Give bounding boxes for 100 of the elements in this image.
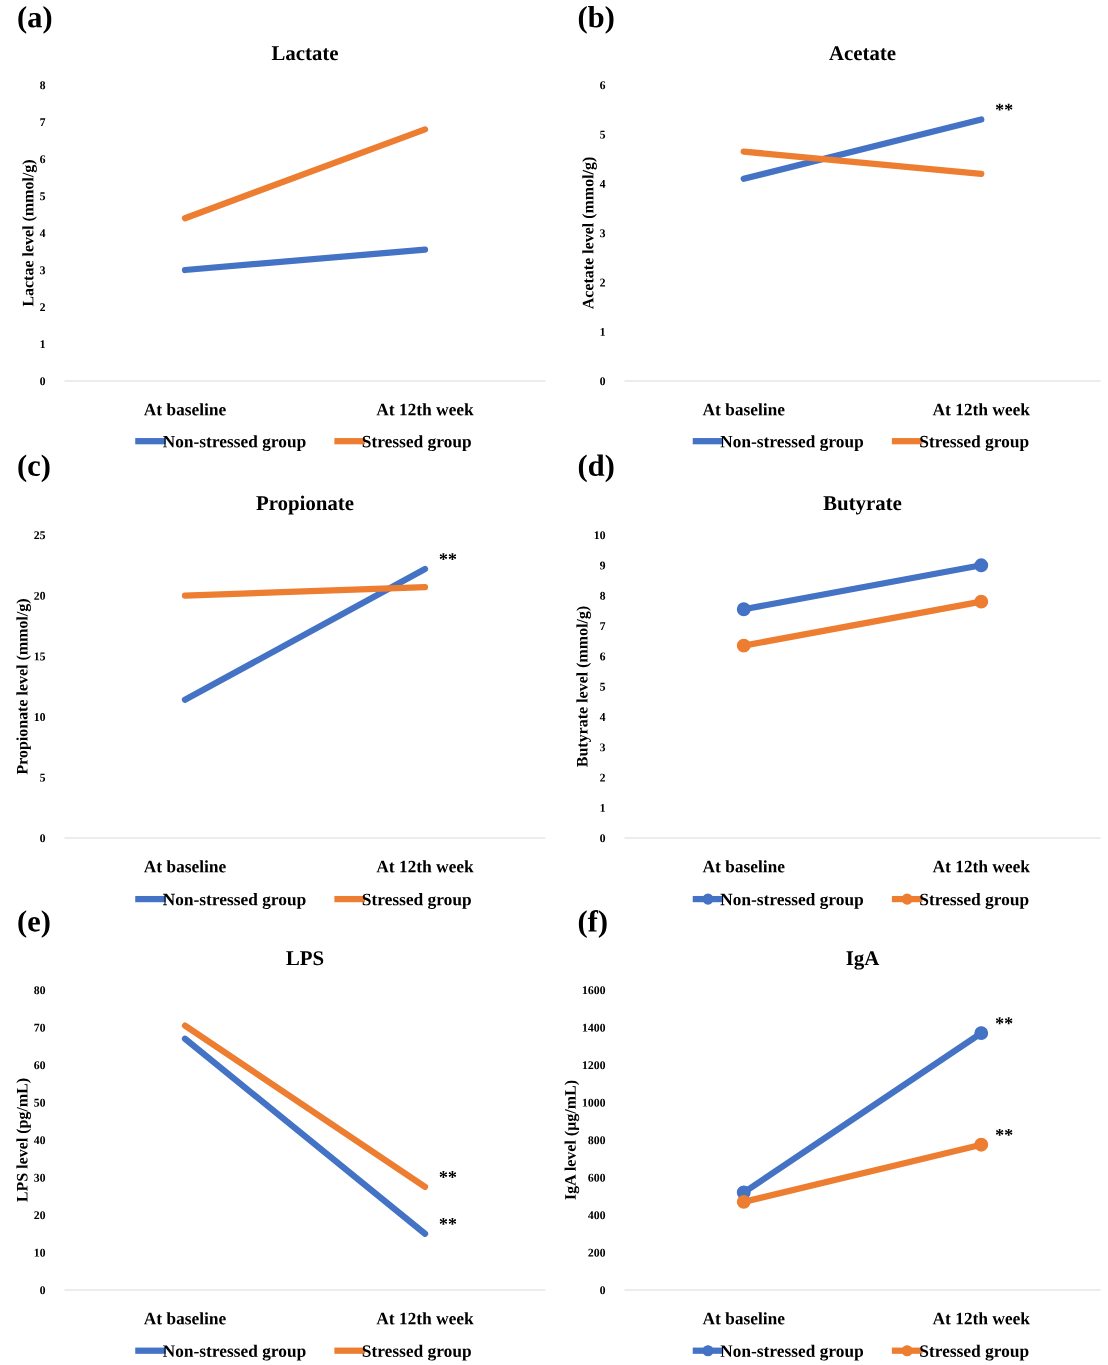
y-tick-label: 4 — [599, 179, 606, 188]
chart-title: Butyrate — [823, 496, 902, 515]
y-tick-label: 2 — [40, 303, 46, 312]
y-tick-label: 0 — [40, 377, 46, 386]
y-tick-label: 40 — [33, 1136, 46, 1145]
y-tick-label: 3 — [40, 266, 46, 275]
legend-label: Stressed group — [920, 1344, 1029, 1361]
y-axis-title: IgA level (µg/mL) — [564, 1080, 580, 1200]
legend-label: Non-stressed group — [720, 893, 864, 909]
y-tick-label: 600 — [588, 1173, 606, 1182]
y-tick-label: 800 — [588, 1136, 606, 1145]
y-axis-title: LPS level (pg/mL) — [16, 1078, 31, 1202]
x-tick-label: At 12th week — [376, 403, 474, 416]
y-tick-label: 4 — [599, 713, 606, 721]
legend-label: Stressed group — [920, 893, 1029, 909]
text: (d) — [578, 454, 614, 483]
y-tick-label: 0 — [40, 1286, 46, 1295]
annotation: ** — [439, 1217, 457, 1225]
y-tick-label: 30 — [34, 1173, 46, 1182]
y-tick-label: 2 — [600, 278, 606, 287]
y-tick-label: 4 — [39, 229, 46, 238]
x-tick-label: At baseline — [143, 1312, 226, 1325]
point — [736, 638, 751, 653]
y-tick-label: 15 — [34, 652, 46, 661]
x-tick-label: At baseline — [702, 1312, 785, 1325]
y-tick-label: 8 — [40, 81, 46, 90]
legend-label: Stressed group — [362, 893, 471, 909]
x-tick-label: At baseline — [143, 403, 226, 416]
y-axis-title: Lactae level (mmol/g) — [22, 160, 37, 307]
y-tick-label: 0 — [600, 1286, 606, 1295]
legend-label: Non-stressed group — [162, 893, 306, 909]
y-tick-label: 1000 — [582, 1098, 606, 1107]
x-tick-label: At baseline — [702, 403, 785, 416]
legend-label: Stressed group — [362, 435, 471, 452]
y-tick-label: 20 — [34, 591, 46, 600]
point — [736, 1194, 751, 1209]
x-tick-label: At baseline — [702, 860, 785, 873]
y-tick-label: 50 — [34, 1098, 46, 1107]
y-tick-label: 1200 — [582, 1061, 606, 1070]
annotation: ** — [995, 1017, 1013, 1025]
x-tick-label: At 12th week — [932, 403, 1030, 416]
legend-label: Non-stressed group — [720, 1344, 864, 1361]
x-tick-label: At 12th week — [932, 1312, 1030, 1325]
y-tick-label: 5 — [600, 130, 606, 139]
legend-label: Non-stressed group — [162, 1344, 306, 1361]
y-tick-label: 0 — [600, 377, 606, 386]
y-tick-label: 0 — [600, 834, 606, 843]
text: (e) — [18, 910, 50, 938]
legend-label: Stressed group — [362, 1344, 471, 1361]
y-tick-label: 1 — [40, 340, 45, 349]
y-tick-label: 6 — [600, 652, 606, 661]
y-tick-label: 5 — [600, 682, 606, 691]
text: (f) — [578, 909, 607, 939]
chart-title: Lactate — [271, 46, 339, 61]
y-tick-label: 400 — [588, 1211, 606, 1220]
point — [974, 1026, 989, 1041]
y-tick-label: 80 — [34, 986, 46, 995]
legend-label: Non-stressed group — [162, 435, 306, 452]
text: (b) — [578, 6, 614, 34]
y-tick-label: 7 — [600, 622, 606, 630]
y-tick-label: 7 — [40, 118, 46, 127]
y-tick-label: 6 — [40, 155, 46, 164]
point — [974, 1137, 989, 1152]
y-tick-label: 70 — [34, 1023, 46, 1032]
y-axis-title: Butyrate level (mmol/g) — [576, 606, 591, 767]
annotation: ** — [439, 1171, 457, 1178]
y-tick-label: 9 — [599, 561, 606, 570]
y-tick-label: 1 — [600, 327, 605, 336]
y-tick-label: 10 — [594, 531, 606, 540]
annotation: ** — [995, 103, 1013, 111]
y-tick-label: 6 — [600, 81, 606, 90]
y-axis-title: Propionate level (mmol/g) — [16, 599, 31, 775]
y-tick-label: 0 — [40, 834, 46, 843]
y-tick-label: 10 — [34, 713, 46, 722]
y-tick-label: 5 — [40, 192, 46, 201]
y-tick-label: 3 — [600, 229, 606, 238]
y-tick-label: 1400 — [582, 1023, 606, 1032]
y-tick-label: 5 — [40, 773, 46, 782]
annotation: ** — [995, 1128, 1013, 1136]
legend-label: Stressed group — [920, 435, 1029, 452]
text: (a) — [18, 6, 52, 34]
y-tick-label: 200 — [588, 1248, 606, 1257]
y-tick-label: 3 — [600, 743, 606, 752]
x-tick-label: At 12th week — [932, 860, 1030, 873]
chart-title: IgA — [846, 951, 880, 970]
y-tick-label: 10 — [34, 1248, 46, 1257]
point — [974, 594, 989, 609]
y-tick-label: 8 — [600, 591, 606, 600]
x-tick-label: At 12th week — [376, 1312, 474, 1325]
y-tick-label: 1600 — [582, 986, 606, 995]
y-tick-label: 60 — [34, 1061, 46, 1070]
y-tick-label: 1 — [600, 804, 605, 812]
point — [974, 558, 989, 573]
chart-title: LPS — [286, 951, 324, 966]
point — [736, 602, 751, 617]
x-tick-label: At baseline — [143, 860, 226, 873]
text: (c) — [18, 454, 50, 483]
legend-label: Non-stressed group — [720, 435, 864, 452]
annotation: ** — [439, 553, 457, 560]
y-tick-label: 2 — [600, 773, 606, 782]
